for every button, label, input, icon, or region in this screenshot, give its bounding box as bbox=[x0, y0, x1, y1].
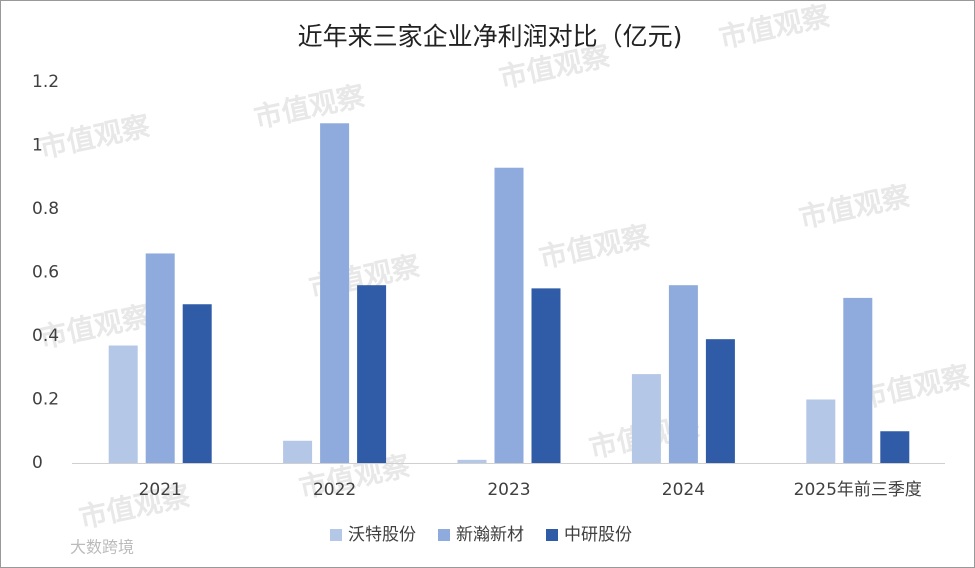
y-tick-label: 1 bbox=[32, 136, 43, 156]
y-tick-label: 1.2 bbox=[32, 72, 59, 92]
legend-swatch bbox=[546, 529, 558, 541]
x-tick-label: 2021 bbox=[139, 480, 182, 500]
x-tick-label: 2025年前三季度 bbox=[794, 480, 922, 500]
y-tick-label: 0 bbox=[32, 453, 43, 473]
bar bbox=[182, 304, 212, 463]
legend-label: 新瀚新材 bbox=[456, 525, 524, 545]
bar bbox=[320, 123, 350, 464]
bar bbox=[806, 399, 836, 463]
bar bbox=[843, 297, 873, 463]
bar bbox=[457, 459, 487, 463]
y-tick-label: 0.4 bbox=[32, 326, 59, 346]
bar bbox=[108, 345, 138, 463]
bar bbox=[705, 339, 735, 463]
bar bbox=[145, 253, 175, 463]
y-tick-label: 0.6 bbox=[32, 263, 59, 283]
legend-swatch bbox=[330, 529, 342, 541]
y-tick-label: 0.2 bbox=[32, 390, 59, 410]
bar bbox=[531, 288, 561, 463]
y-tick-label: 0.8 bbox=[32, 199, 59, 219]
bar bbox=[494, 167, 524, 463]
legend-label: 中研股份 bbox=[564, 525, 632, 545]
x-tick-label: 2024 bbox=[662, 480, 705, 500]
bar bbox=[631, 374, 661, 463]
legend-label: 沃特股份 bbox=[348, 525, 416, 545]
bar bbox=[668, 285, 698, 463]
bar bbox=[357, 285, 387, 463]
x-tick-label: 2022 bbox=[313, 480, 356, 500]
bar bbox=[283, 440, 313, 463]
source-mark: 大数跨境 bbox=[70, 538, 134, 557]
legend-swatch bbox=[438, 529, 450, 541]
x-tick-label: 2023 bbox=[487, 480, 530, 500]
chart-title: 近年来三家企业净利润对比（亿元) bbox=[298, 22, 683, 51]
bar bbox=[880, 431, 910, 463]
